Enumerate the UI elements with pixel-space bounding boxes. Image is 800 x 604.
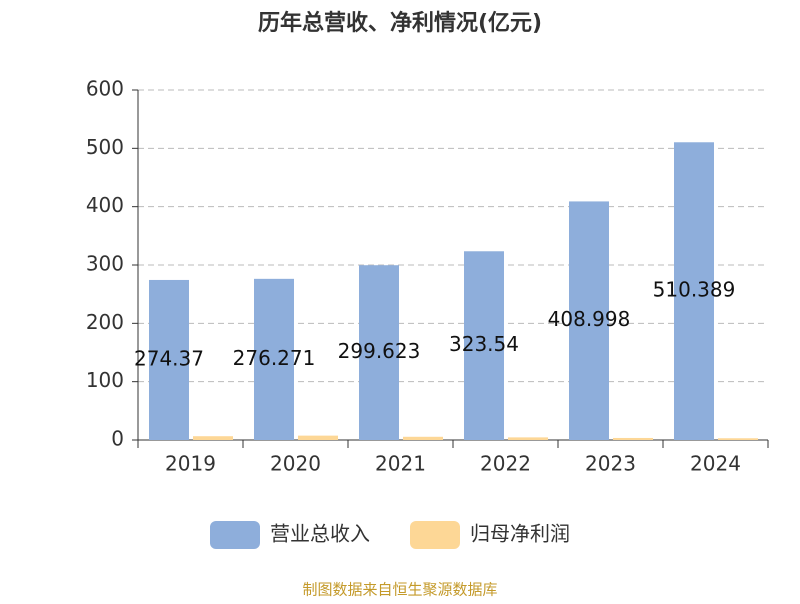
value-label: 323.54: [449, 332, 519, 356]
x-tick-label: 2024: [690, 452, 741, 476]
legend-label: 归母净利润: [470, 522, 570, 546]
value-label: 274.37: [134, 346, 204, 370]
bar: [193, 436, 233, 440]
x-tick-label: 2022: [480, 452, 531, 476]
bar: [718, 438, 758, 440]
value-label: 299.623: [338, 339, 421, 363]
bar: [464, 251, 504, 440]
bar: [569, 201, 609, 440]
bar: [674, 142, 714, 441]
value-label: 276.271: [233, 346, 316, 370]
value-label: 510.389: [653, 278, 736, 302]
chart-title: 历年总营收、净利情况(亿元): [258, 10, 542, 36]
legend-label: 营业总收入: [270, 522, 370, 546]
bar: [298, 435, 338, 440]
y-tick-label: 600: [86, 77, 124, 101]
x-tick-label: 2019: [165, 452, 216, 476]
x-tick-label: 2020: [270, 452, 321, 476]
bar: [149, 279, 189, 440]
bar: [403, 436, 443, 440]
legend-swatch: [210, 521, 260, 549]
x-tick-label: 2021: [375, 452, 426, 476]
legend-swatch: [410, 521, 460, 549]
y-tick-label: 200: [86, 310, 124, 334]
bar: [254, 278, 294, 440]
y-tick-label: 400: [86, 193, 124, 217]
x-tick-label: 2023: [585, 452, 636, 476]
y-tick-label: 500: [86, 135, 124, 159]
bar: [359, 265, 399, 440]
source-note: 制图数据来自恒生聚源数据库: [302, 581, 497, 599]
value-label: 408.998: [548, 307, 631, 331]
bar: [508, 437, 548, 440]
y-tick-label: 100: [86, 368, 124, 392]
y-tick-label: 300: [86, 252, 124, 276]
bar: [613, 437, 653, 440]
y-tick-label: 0: [111, 427, 124, 451]
